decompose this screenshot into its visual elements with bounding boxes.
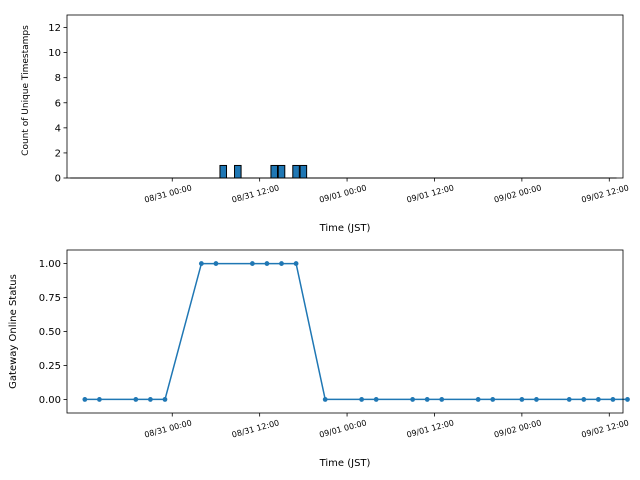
status-point <box>410 397 416 402</box>
y-axis-label: Count of Unique Timestamps <box>21 25 31 156</box>
status-line <box>84 262 628 401</box>
y-tick-label: 12 <box>48 23 61 34</box>
bar <box>292 164 300 179</box>
status-point <box>293 261 299 266</box>
x-axis-label: Time (JST) <box>319 458 371 469</box>
y-tick-label: 1.00 <box>39 259 61 270</box>
y-tick-label: 0.50 <box>39 327 61 338</box>
status-point <box>279 261 284 266</box>
status-point <box>249 261 255 266</box>
plot-frame <box>66 249 624 414</box>
y-tick-labels: 0.00 0.25 0.50 0.75 1.00 <box>39 259 61 406</box>
status-point <box>373 397 379 402</box>
status-point <box>264 261 270 266</box>
status-point <box>148 397 153 402</box>
y-tick-label: 0.75 <box>39 293 61 304</box>
y-tick-label: 2 <box>55 148 61 159</box>
status-point <box>322 397 328 402</box>
bar <box>270 164 279 179</box>
y-tick-marks <box>63 263 67 400</box>
bar <box>299 164 308 179</box>
status-point <box>566 397 572 402</box>
y-tick-label: 0 <box>55 174 61 185</box>
y-tick-label: 4 <box>55 123 61 134</box>
status-point <box>439 397 445 402</box>
status-point <box>475 397 481 402</box>
bar <box>219 164 228 179</box>
status-point <box>97 397 102 402</box>
status-point <box>625 397 630 402</box>
plot-frame <box>66 14 624 179</box>
bar <box>234 164 242 179</box>
y-tick-labels: 0 2 4 6 8 10 12 <box>48 23 61 184</box>
status-point <box>162 397 168 402</box>
status-point <box>213 261 219 266</box>
y-tick-label: 6 <box>55 98 61 109</box>
y-tick-marks <box>63 27 67 179</box>
status-point <box>519 397 525 402</box>
status-point <box>595 397 601 402</box>
status-points <box>82 261 630 402</box>
status-point <box>581 397 587 402</box>
status-point <box>133 397 139 402</box>
status-point <box>359 397 365 402</box>
status-point <box>82 397 88 402</box>
status-point <box>534 397 539 402</box>
x-axis-label: Time (JST) <box>319 223 371 234</box>
y-tick-label: 8 <box>55 73 61 84</box>
y-axis-label: Gateway Online Status <box>8 274 19 389</box>
y-tick-label: 0.00 <box>39 395 61 406</box>
y-tick-label: 0.25 <box>39 361 61 372</box>
status-point <box>198 261 204 266</box>
status-point <box>610 397 616 402</box>
bar <box>277 164 286 179</box>
status-point <box>490 397 496 402</box>
y-tick-label: 10 <box>48 48 61 59</box>
status-point <box>424 397 430 402</box>
